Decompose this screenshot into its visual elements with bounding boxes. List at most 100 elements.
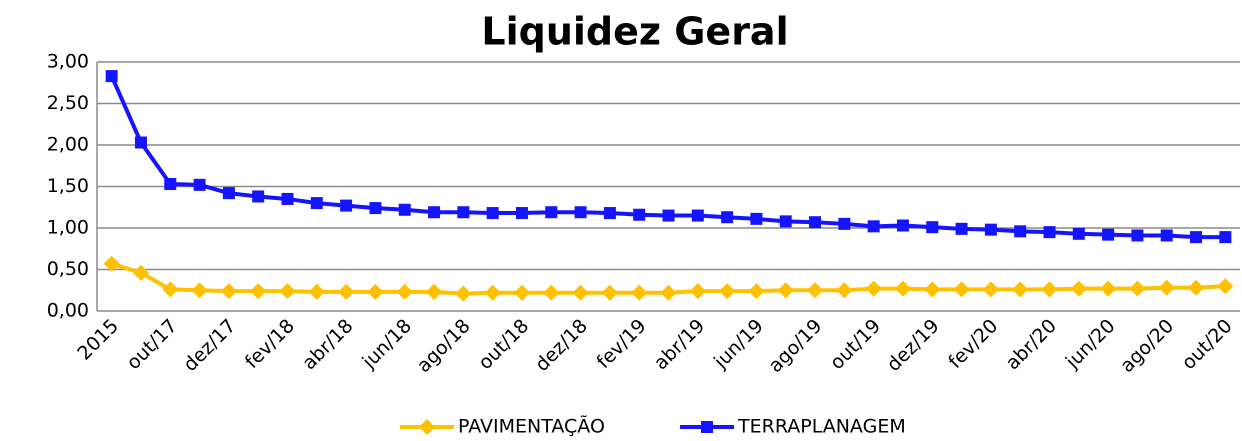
x-tick-label: 2015: [73, 315, 123, 365]
point: [691, 209, 704, 222]
point: [545, 206, 558, 219]
point: [1070, 280, 1087, 297]
point: [572, 284, 589, 301]
x-tick-label: dez/18: [531, 315, 592, 376]
point: [924, 281, 941, 298]
point: [222, 187, 235, 200]
point: [103, 255, 120, 272]
x-tick-label: dez/19: [883, 315, 944, 376]
y-tick-label: 0,50: [47, 258, 89, 280]
point: [809, 216, 822, 229]
point: [660, 284, 677, 301]
point: [486, 207, 499, 220]
x-tick-label: fev/20: [944, 315, 1002, 373]
point: [515, 207, 528, 220]
point: [543, 284, 560, 301]
point: [1041, 281, 1058, 298]
point: [631, 284, 648, 301]
point: [308, 283, 325, 300]
point: [281, 192, 294, 205]
x-tick-label: ago/19: [764, 315, 826, 377]
point: [457, 206, 470, 219]
point: [367, 283, 384, 300]
x-tick-label: abr/20: [1001, 315, 1060, 374]
point: [721, 211, 734, 224]
point: [926, 221, 939, 234]
point: [105, 70, 118, 83]
x-tick-label: jun/20: [1061, 315, 1120, 374]
legend-marker: [701, 421, 713, 433]
point: [750, 212, 763, 225]
point: [279, 283, 296, 300]
point: [513, 284, 530, 301]
x-tick-label: out/18: [474, 315, 533, 374]
point: [982, 281, 999, 298]
point: [1072, 227, 1085, 240]
point: [777, 282, 794, 299]
point: [455, 285, 472, 302]
point: [426, 283, 443, 300]
point: [428, 206, 441, 219]
y-tick-label: 2,00: [47, 134, 89, 156]
point: [1100, 280, 1117, 297]
point: [252, 190, 265, 203]
point: [134, 136, 147, 149]
x-tick-label: fev/18: [241, 315, 299, 373]
point: [164, 178, 177, 191]
point: [220, 283, 237, 300]
point: [603, 207, 616, 220]
point: [310, 197, 323, 210]
legend-label: TERRAPLANAGEM: [737, 416, 906, 438]
y-tick-label: 3,00: [47, 51, 89, 73]
point: [867, 220, 880, 233]
point: [1043, 226, 1056, 239]
point: [633, 208, 646, 221]
x-tick-label: out/20: [1178, 315, 1237, 374]
x-tick-label: out/17: [123, 315, 182, 374]
point: [1102, 228, 1115, 241]
point: [398, 203, 411, 216]
point: [689, 283, 706, 300]
point: [953, 281, 970, 298]
point: [1014, 225, 1027, 238]
point: [1188, 279, 1205, 296]
point: [719, 283, 736, 300]
x-tick-label: dez/17: [179, 315, 240, 376]
y-tick-label: 0,00: [47, 300, 89, 322]
point: [484, 284, 501, 301]
point: [250, 283, 267, 300]
point: [1217, 278, 1234, 295]
point: [338, 283, 355, 300]
x-tick-label: jun/18: [357, 315, 416, 374]
point: [1190, 231, 1203, 244]
point: [1131, 229, 1144, 242]
point: [340, 199, 353, 212]
point: [574, 206, 587, 219]
chart-title: Liquidez Geral: [481, 10, 788, 54]
point: [1012, 281, 1029, 298]
x-tick-label: ago/20: [1116, 315, 1178, 377]
y-tick-label: 1,00: [47, 217, 89, 239]
point: [1160, 229, 1173, 242]
point: [396, 283, 413, 300]
y-tick-label: 2,50: [47, 92, 89, 114]
point: [748, 283, 765, 300]
x-tick-label: jun/19: [709, 315, 768, 374]
y-tick-label: 1,50: [47, 175, 89, 197]
point: [836, 282, 853, 299]
point: [1158, 279, 1175, 296]
point: [984, 223, 997, 236]
point: [1219, 231, 1232, 244]
point: [132, 264, 149, 281]
legend-label: PAVIMENTAÇÃO: [458, 415, 605, 438]
point: [865, 280, 882, 297]
x-tick-label: abr/19: [650, 315, 709, 374]
point: [779, 215, 792, 228]
x-tick-label: out/19: [826, 315, 885, 374]
point: [662, 209, 675, 222]
x-tick-label: fev/19: [592, 315, 650, 373]
legend-marker: [419, 419, 435, 435]
x-tick-label: abr/18: [298, 315, 357, 374]
point: [369, 202, 382, 215]
